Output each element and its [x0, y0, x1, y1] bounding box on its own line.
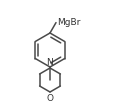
Text: N: N: [46, 58, 53, 67]
Text: O: O: [46, 94, 53, 103]
Text: MgBr: MgBr: [56, 18, 80, 27]
